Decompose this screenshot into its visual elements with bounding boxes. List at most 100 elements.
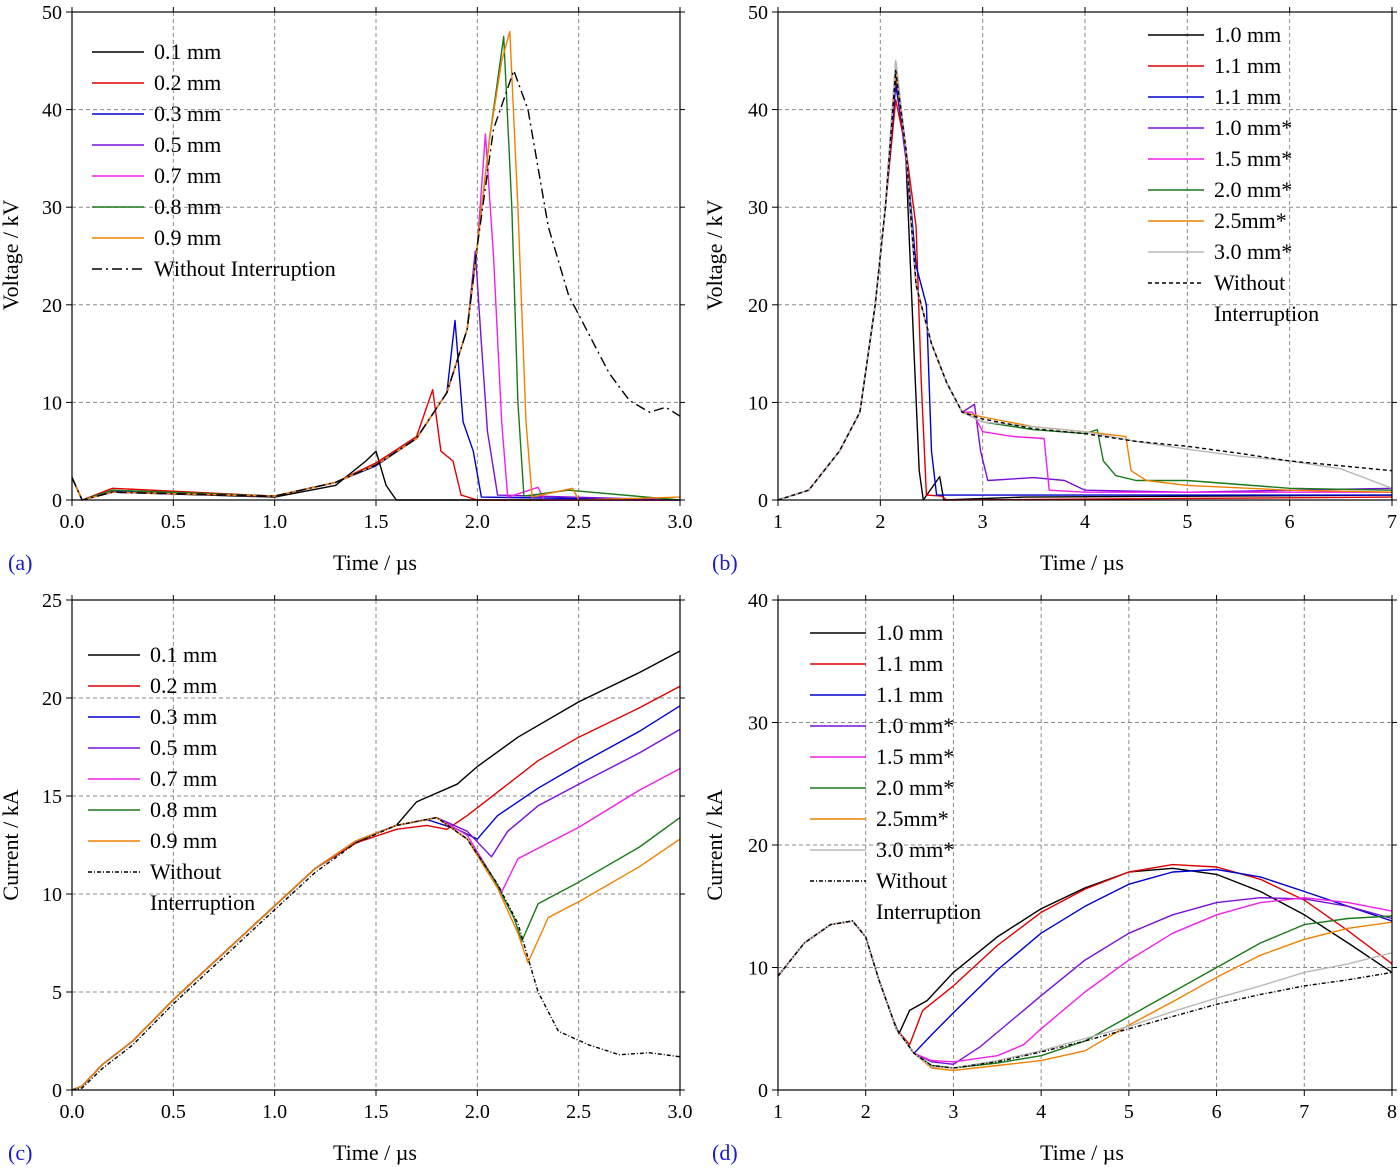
panel-label: (a) [8, 550, 32, 575]
series-line-8 [777, 920, 1393, 1069]
x-tick-label: 3.0 [668, 1101, 693, 1123]
x-tick-label: 8 [1387, 1101, 1397, 1123]
x-tick-label: 2.0 [465, 1101, 490, 1123]
y-axis-title: Current / kA [0, 789, 23, 900]
x-tick-label: 4 [1036, 1101, 1046, 1123]
y-tick-label: 10 [748, 392, 768, 414]
panel-0: 0.0 0.5 1.0 1.5 2.0 2.5 3.0 0 10 20 30 40 50 Time / µ… [0, 2, 693, 575]
x-axis-title: Time / µs [1040, 550, 1124, 575]
x-tick-label: 2.5 [566, 1101, 591, 1123]
x-tick-label: 4 [1080, 511, 1090, 533]
y-tick-label: 10 [42, 884, 62, 906]
y-axis-title: Voltage / kV [702, 199, 727, 310]
y-tick-label: 10 [748, 958, 768, 980]
legend-label: 2.0 mm* [876, 775, 954, 800]
series-line-0 [777, 79, 1393, 501]
panel-1: 1 2 3 4 5 6 7 0 10 20 30 40 50 Time / µs Voltage / kV (… [702, 2, 1397, 575]
legend-label: 2.0 mm* [1214, 177, 1292, 202]
legend-label: 1.1 mm [876, 682, 943, 707]
y-tick-label: 20 [748, 835, 768, 857]
x-tick-label: 0.5 [161, 1101, 186, 1123]
legend-label: 0.9 mm [154, 225, 221, 250]
legend-label: 1.1 mm [1214, 53, 1281, 78]
series-line-1 [71, 389, 680, 501]
y-tick-label: 40 [748, 590, 768, 612]
x-tick-label: 3 [948, 1101, 958, 1123]
x-axis-title: Time / µs [333, 550, 417, 575]
x-tick-label: 1.5 [364, 1101, 389, 1123]
series-line-2 [777, 868, 1393, 1054]
legend-label: 0.2 mm [154, 70, 221, 95]
panel-3: 1 2 3 4 5 6 7 8 0 10 20 30 40 Time / µs Current / kA (d… [702, 590, 1397, 1165]
legend-label: 0.8 mm [150, 797, 217, 822]
series-line-7 [71, 69, 681, 501]
legend-label: 1.0 mm* [876, 713, 954, 738]
x-tick-label: 1 [773, 511, 783, 533]
x-tick-label: 2.0 [465, 511, 490, 533]
legend-label: 0.5 mm [150, 735, 217, 760]
x-tick-label: 5 [1124, 1101, 1134, 1123]
x-tick-label: 7 [1299, 1101, 1309, 1123]
legend-label: Without [876, 868, 947, 893]
legend-label: 0.7 mm [150, 766, 217, 791]
legend-label-continuation: Interruption [1214, 301, 1319, 326]
panel-2: 0.0 0.5 1.0 1.5 2.0 2.5 3.0 0 5 10 15 20 25 Time / µs… [0, 590, 693, 1165]
x-tick-label: 6 [1285, 511, 1295, 533]
x-tick-label: 2.5 [566, 511, 591, 533]
legend-label: 0.1 mm [154, 39, 221, 64]
x-tick-label: 1.0 [262, 511, 287, 533]
y-tick-label: 50 [42, 2, 62, 24]
legend-label: 0.9 mm [150, 828, 217, 853]
y-tick-label: 20 [42, 295, 62, 317]
legend-label: 1.5 mm* [1214, 146, 1292, 171]
y-axis-title: Current / kA [702, 789, 727, 900]
series-line-7 [71, 816, 681, 1091]
legend-label: 2.5mm* [1214, 208, 1287, 233]
legend-label-continuation: Interruption [876, 899, 981, 924]
x-axis-title: Time / µs [333, 1140, 417, 1165]
x-tick-label: 0.0 [60, 511, 85, 533]
x-tick-label: 3.0 [668, 511, 693, 533]
series-line-8 [777, 69, 1393, 501]
y-tick-label: 40 [42, 100, 62, 122]
legend-label: 1.0 mm* [1214, 115, 1292, 140]
legend-label: 1.0 mm [1214, 22, 1281, 47]
legend-label: 0.5 mm [154, 132, 221, 157]
series-line-6 [71, 30, 681, 501]
y-tick-label: 15 [42, 786, 62, 808]
y-tick-label: 10 [42, 392, 62, 414]
legend-label: 0.3 mm [150, 704, 217, 729]
legend-label: Without [1214, 270, 1285, 295]
panel-label: (d) [712, 1140, 738, 1165]
legend-label: 3.0 mm* [1214, 239, 1292, 264]
y-tick-label: 25 [42, 590, 62, 612]
x-tick-label: 6 [1212, 1101, 1222, 1123]
legend-label: 2.5mm* [876, 806, 949, 831]
y-tick-label: 30 [748, 713, 768, 735]
x-tick-label: 5 [1182, 511, 1192, 533]
legend-label: 1.1 mm [876, 651, 943, 676]
x-tick-label: 2 [861, 1101, 871, 1123]
panel-label: (c) [8, 1140, 32, 1165]
y-tick-label: 30 [748, 197, 768, 219]
legend-label: 3.0 mm* [876, 837, 954, 862]
x-tick-label: 3 [978, 511, 988, 533]
x-tick-label: 1.0 [262, 1101, 287, 1123]
y-axis-title: Voltage / kV [0, 199, 23, 310]
legend-label: 0.1 mm [150, 642, 217, 667]
series-line-4 [777, 897, 1393, 1063]
series-line-6 [777, 920, 1393, 1072]
x-tick-label: 0.5 [161, 511, 186, 533]
legend-label: 1.0 mm [876, 620, 943, 645]
y-tick-label: 20 [42, 688, 62, 710]
x-tick-label: 1.5 [364, 511, 389, 533]
legend-label: 0.8 mm [154, 194, 221, 219]
series-line-7 [777, 920, 1393, 1069]
y-tick-label: 0 [758, 490, 768, 512]
series-line-1 [777, 863, 1393, 1046]
series-line-7 [777, 60, 1393, 501]
legend-label: 0.3 mm [154, 101, 221, 126]
y-tick-label: 0 [52, 490, 62, 512]
